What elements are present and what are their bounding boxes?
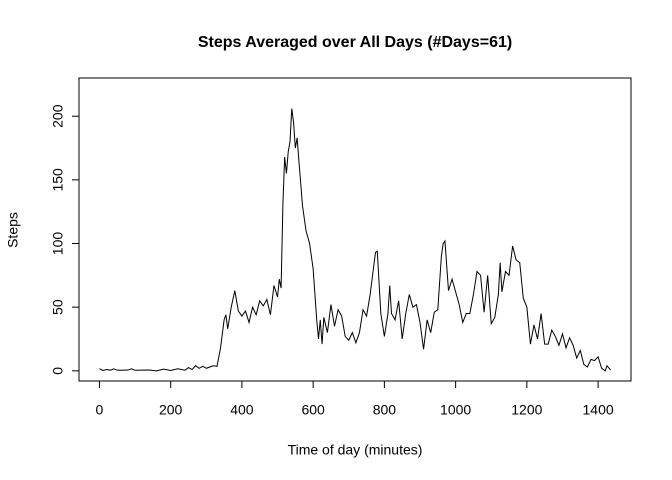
y-tick-label: 0 <box>50 367 66 375</box>
chart-title: Steps Averaged over All Days (#Days=61) <box>198 34 512 51</box>
x-tick-label: 400 <box>230 402 254 418</box>
x-tick-label: 800 <box>373 402 397 418</box>
y-axis-label: Steps <box>5 212 21 248</box>
y-tick-label: 200 <box>50 104 66 128</box>
x-tick-label: 1200 <box>511 402 542 418</box>
x-tick-label: 200 <box>159 402 183 418</box>
y-tick-label: 150 <box>50 168 66 192</box>
data-line <box>99 108 611 372</box>
y-tick-label: 100 <box>50 232 66 256</box>
x-tick-label: 1000 <box>440 402 471 418</box>
x-tick-label: 0 <box>96 402 104 418</box>
x-axis-label: Time of day (minutes) <box>288 442 423 458</box>
x-tick-label: 1400 <box>583 402 614 418</box>
plot-box <box>78 77 632 382</box>
y-tick-label: 50 <box>50 299 66 315</box>
x-tick-label: 600 <box>301 402 325 418</box>
